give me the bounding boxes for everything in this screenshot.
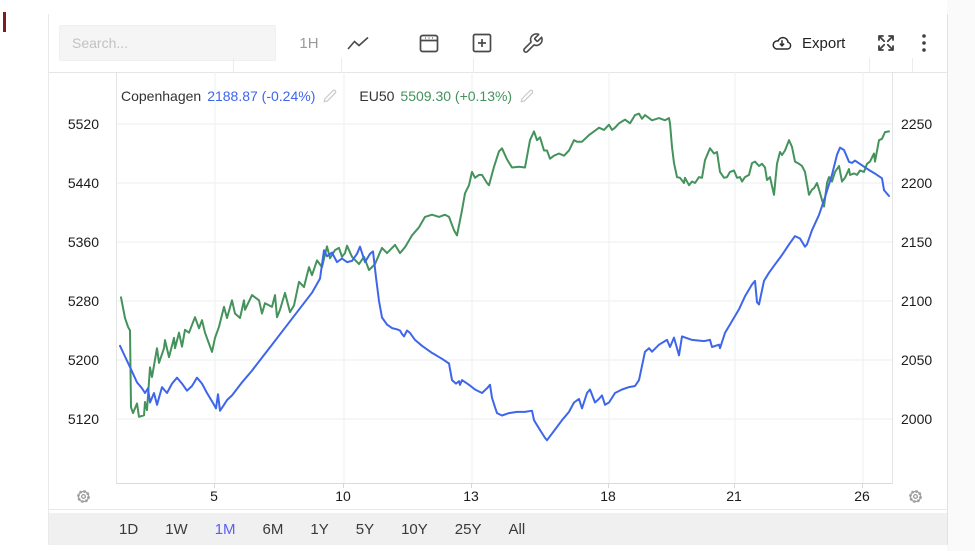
toolbar-divider [341,58,342,72]
x-axis-label: 5 [210,488,218,504]
range-button-1D[interactable]: 1D [119,520,139,538]
x-axis-label: 13 [463,488,479,504]
range-button-1M[interactable]: 1M [214,520,236,538]
toolbar: 1H [49,14,947,73]
toolbar-divider [473,58,474,72]
range-button-All[interactable]: All [508,520,526,538]
settings-gear-icon-left[interactable] [75,488,92,510]
y-axis-left: 5520 5440 5360 5280 5200 5120 [49,72,108,483]
y-axis-right-label: 2150 [901,234,933,250]
y-axis-left-label: 5200 [67,352,99,368]
legend-series-name: Copenhagen [121,88,202,104]
range-button-10Y[interactable]: 10Y [401,520,428,538]
x-axis-label: 21 [726,488,742,504]
interval-select[interactable]: 1H [299,34,319,52]
x-axis-label: 18 [600,488,616,504]
chart-widget: 1H [48,14,948,545]
add-panel-icon[interactable] [469,14,495,72]
search-input[interactable] [60,26,275,60]
x-axis-label: 10 [335,488,351,504]
left-edge-marker [3,12,6,32]
y-axis-right-label: 2250 [901,116,933,132]
toolbar-divider [869,58,870,72]
right-gutter [947,0,975,551]
y-axis-right-label: 2000 [901,411,933,427]
y-axis-right-label: 2100 [901,293,933,309]
export-cloud-icon [769,33,795,53]
x-axis: 5 10 13 18 21 26 [49,484,947,510]
range-button-5Y[interactable]: 5Y [355,520,375,538]
y-axis-left-label: 5280 [67,293,99,309]
y-axis-left-label: 5120 [67,411,99,427]
series-EU50 [120,112,890,418]
search-box [59,25,276,61]
x-axis-tick [343,484,344,488]
export-label: Export [802,34,846,52]
range-button-25Y[interactable]: 25Y [454,520,482,538]
chart-region: Copenhagen 2188.87 (-0.24%) EU50 5509.30 (+… [49,72,947,510]
range-button-6M[interactable]: 6M [262,520,284,538]
pencil-icon[interactable] [323,89,337,103]
legend-series-value: 5509.30 (+0.13%) [400,88,513,104]
tools-icon[interactable] [519,14,545,72]
line-chart-icon[interactable] [345,14,371,72]
y-axis-left-label: 5520 [67,116,99,132]
range-button-1Y[interactable]: 1Y [310,520,329,538]
legend: Copenhagen 2188.87 (-0.24%) EU50 5509.30 (+… [121,88,556,104]
y-axis-right-label: 2050 [901,352,933,368]
y-axis-left-label: 5440 [67,175,99,191]
toolbar-divider [912,58,913,72]
chart-plot[interactable] [116,72,893,484]
y-axis-right-label: 2200 [901,175,933,191]
toolbar-divider [233,58,234,72]
range-button-1W[interactable]: 1W [165,520,188,538]
series-Copenhagen [119,146,890,442]
pencil-icon[interactable] [520,89,534,103]
y-axis-right: 2250 2200 2150 2100 2050 2000 [900,72,946,483]
y-axis-left-label: 5360 [67,234,99,250]
menu-dots-icon[interactable] [916,14,932,72]
x-axis-tick [734,484,735,488]
chart-svg [117,72,892,483]
x-axis-tick [471,484,472,488]
settings-gear-icon-right[interactable] [907,488,924,510]
calendar-icon[interactable] [416,14,442,72]
x-axis-tick [608,484,609,488]
export-button[interactable]: Export [769,14,845,72]
legend-series-name: EU50 [359,88,395,104]
range-bar: 1D 1W 1M 6M 1Y 5Y 10Y 25Y All [49,513,947,545]
x-axis-tick [862,484,863,488]
x-axis-tick [214,484,215,488]
fullscreen-icon[interactable] [873,14,899,72]
legend-series-value: 2188.87 (-0.24%) [207,88,316,104]
x-axis-label: 26 [854,488,870,504]
